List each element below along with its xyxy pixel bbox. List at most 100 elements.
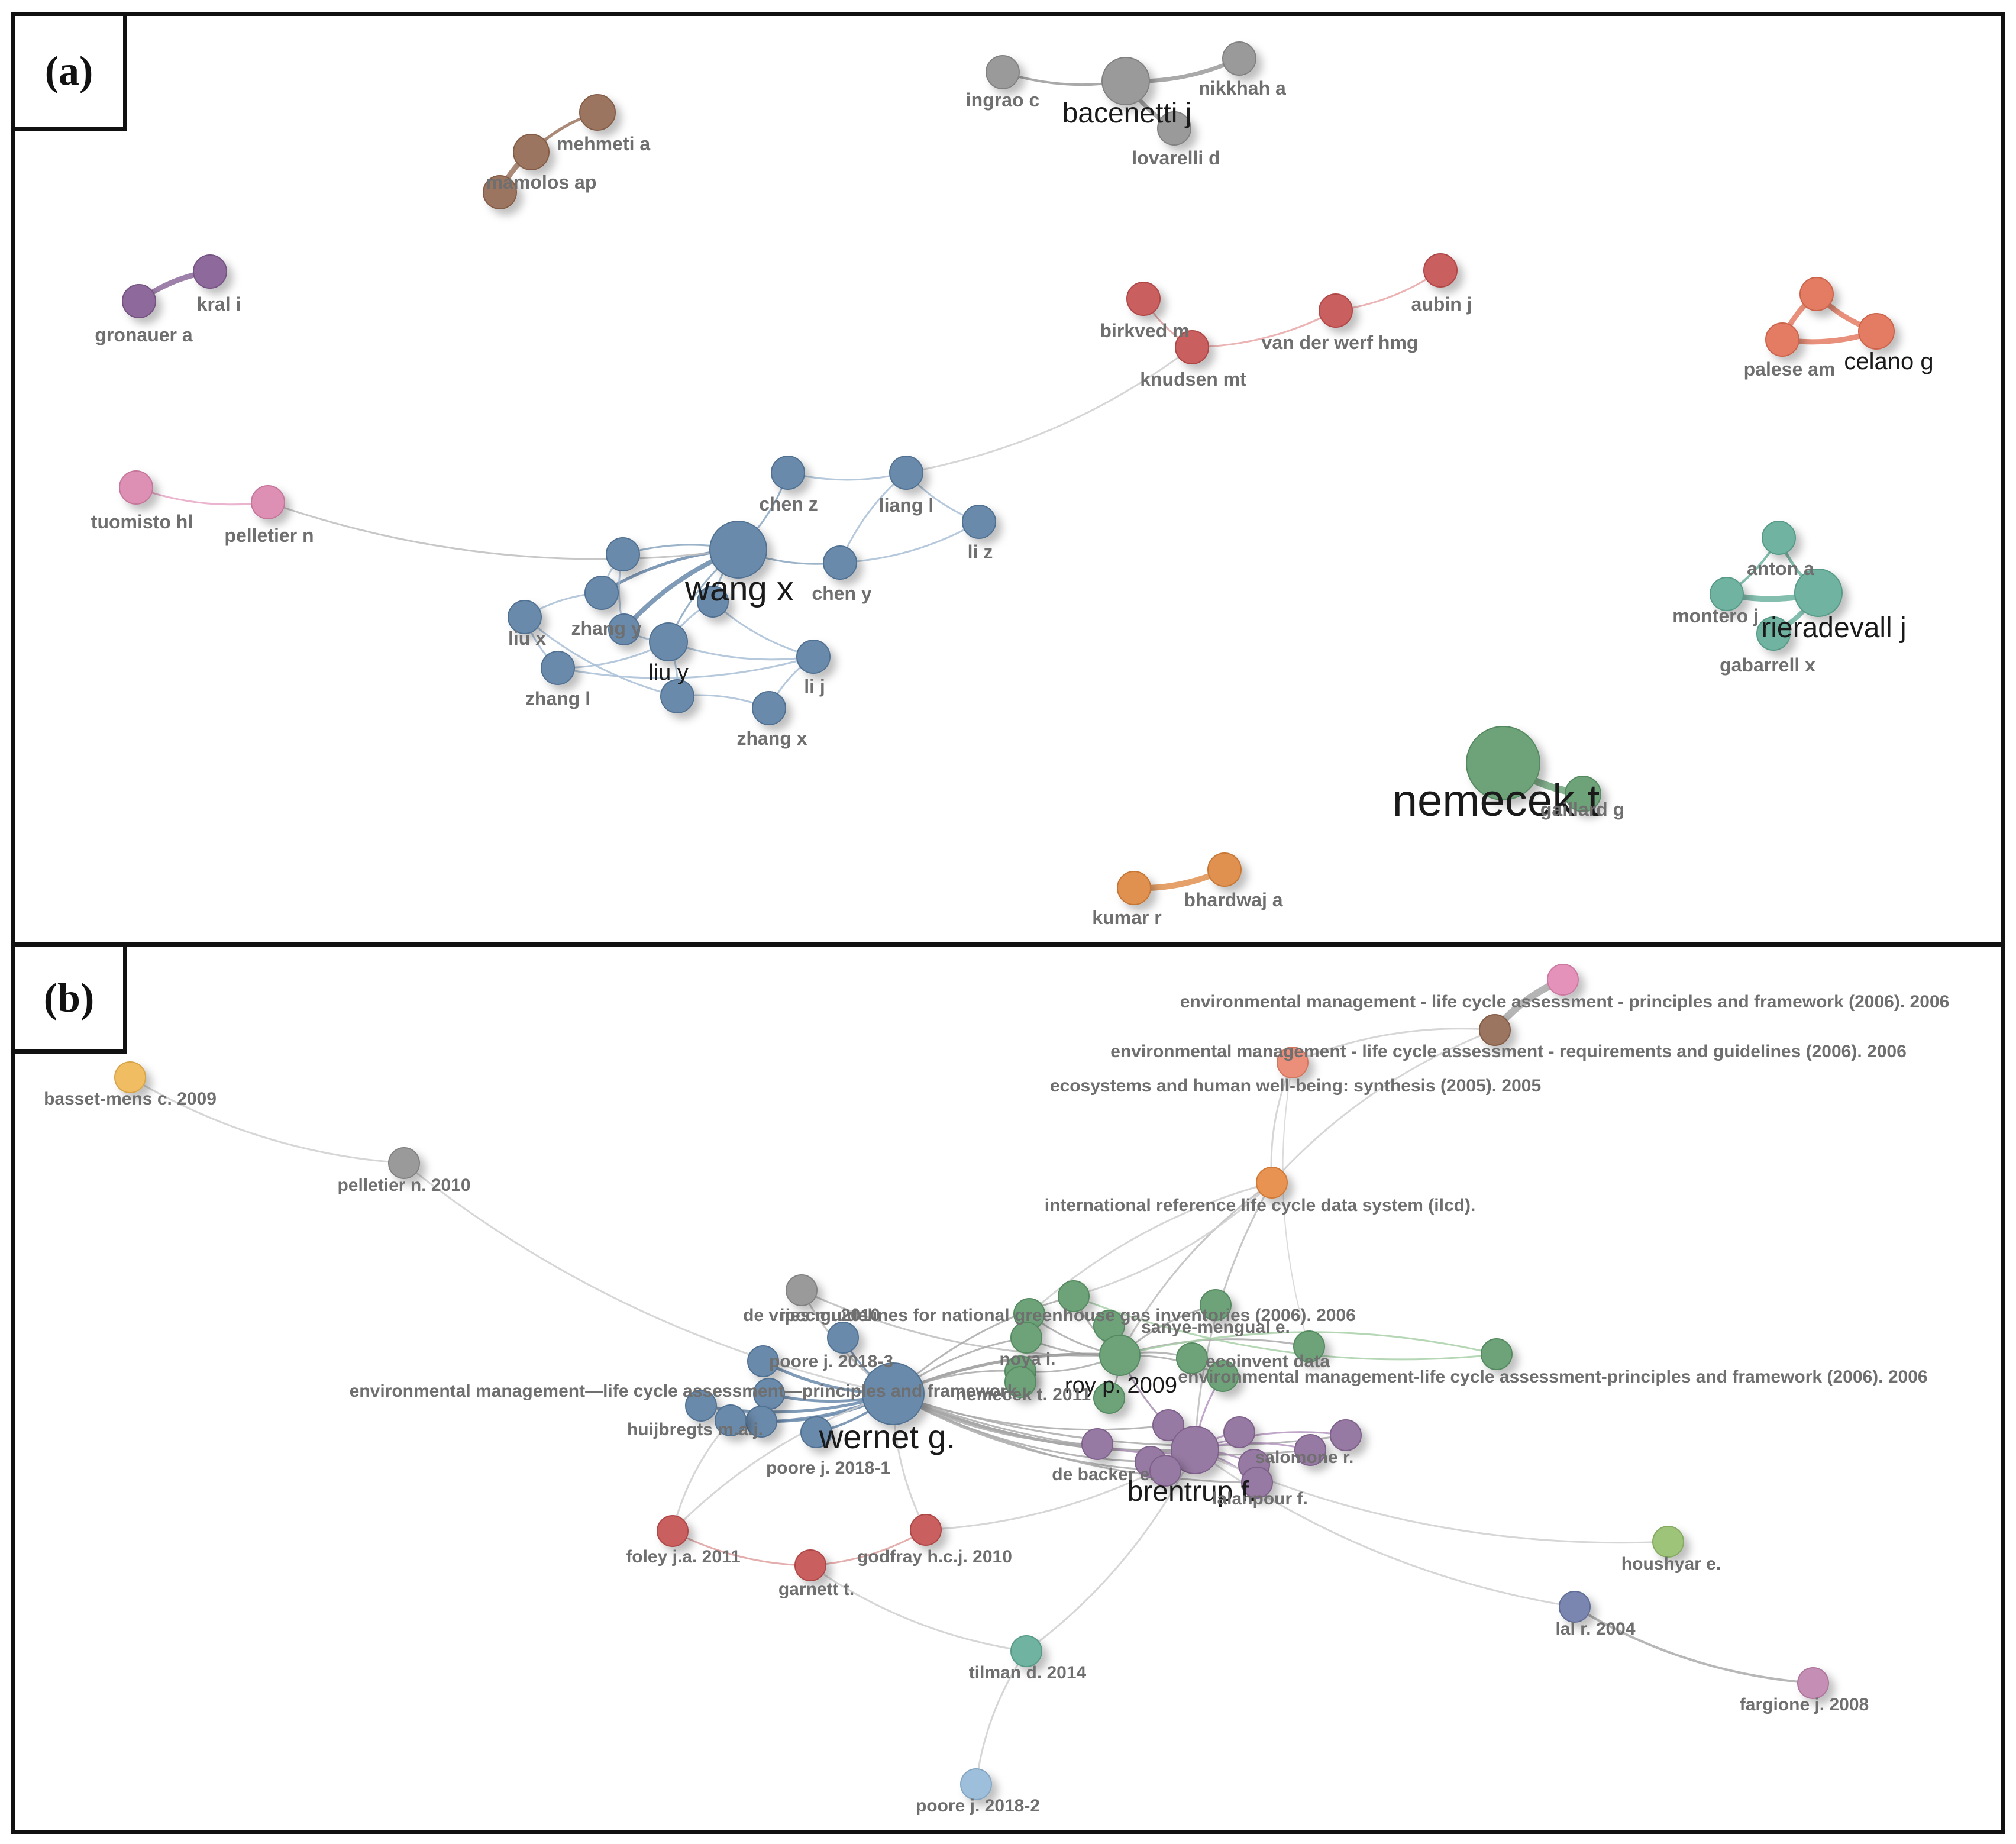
node-poore3[interactable]	[827, 1322, 859, 1354]
node-mamolos[interactable]	[513, 134, 550, 170]
node-tuomisto[interactable]	[119, 470, 153, 505]
node-b4[interactable]	[660, 679, 694, 713]
node-g3[interactable]	[1293, 1330, 1325, 1362]
node-poore2[interactable]	[960, 1768, 992, 1800]
node-cheny[interactable]	[823, 545, 857, 580]
label-gabarrell: gabarrell x	[1720, 654, 1815, 676]
node-mehmeti[interactable]	[579, 94, 616, 131]
node-foley[interactable]	[657, 1515, 689, 1547]
node-g4[interactable]	[1176, 1342, 1208, 1374]
panel-b: environmental management - life cycle as…	[11, 943, 2005, 1834]
label-bhardwaj: bhardwaj a	[1184, 889, 1282, 910]
node-ecoinvent[interactable]	[1481, 1338, 1513, 1370]
node-chenz[interactable]	[771, 456, 805, 490]
node-b3[interactable]	[697, 586, 729, 618]
node-iso14040[interactable]	[1547, 964, 1579, 996]
node-celano[interactable]	[1858, 313, 1895, 350]
node-garnett[interactable]	[794, 1549, 826, 1581]
node-liangl[interactable]	[889, 456, 923, 490]
node-zhangl[interactable]	[541, 651, 575, 685]
node-gaillard[interactable]	[1565, 776, 1601, 812]
node-pelletier2010[interactable]	[388, 1147, 420, 1179]
node-nemecek2[interactable]	[1004, 1366, 1036, 1398]
label-liux: liu x	[508, 628, 546, 649]
label-ingrao: ingrao c	[966, 89, 1039, 111]
node-anton[interactable]	[1762, 521, 1796, 555]
node-pelletier[interactable]	[251, 485, 285, 519]
node-devries[interactable]	[786, 1274, 818, 1306]
node-wangx[interactable]	[709, 521, 767, 579]
node-b2[interactable]	[584, 576, 619, 610]
node-nikkhah[interactable]	[1222, 41, 1256, 76]
node-bl3[interactable]	[715, 1404, 747, 1436]
label-houshyar: houshyar e.	[1621, 1554, 1721, 1574]
node-g7[interactable]	[1093, 1382, 1125, 1414]
node-bhardwaj[interactable]	[1207, 852, 1242, 887]
node-sanye[interactable]	[1200, 1289, 1232, 1321]
node-nemecek[interactable]	[1466, 726, 1540, 800]
label-lovarelli: lovarelli d	[1132, 147, 1220, 169]
label-garnett: garnett t.	[778, 1580, 854, 1599]
node-houshyar[interactable]	[1652, 1526, 1684, 1558]
node-celano-a[interactable]	[1799, 277, 1834, 311]
node-p1[interactable]	[1152, 1409, 1184, 1441]
label-gronauer: gronauer a	[95, 324, 193, 345]
node-vanderwerf[interactable]	[1319, 293, 1353, 328]
node-lal[interactable]	[1559, 1591, 1591, 1623]
node-b1[interactable]	[606, 537, 640, 571]
node-p6[interactable]	[1149, 1455, 1181, 1487]
node-zhangy[interactable]	[608, 613, 640, 645]
node-montero[interactable]	[1710, 577, 1744, 611]
node-zhangx[interactable]	[752, 691, 786, 725]
node-fargione[interactable]	[1797, 1667, 1829, 1699]
node-roy[interactable]	[1099, 1335, 1141, 1376]
node-kumar[interactable]	[1117, 871, 1151, 905]
node-aubin[interactable]	[1423, 253, 1458, 288]
edge-liangl-knudsen	[905, 346, 1193, 474]
node-lovarelli[interactable]	[1157, 111, 1191, 146]
node-gabarrell[interactable]	[1756, 616, 1791, 651]
node-palese[interactable]	[1765, 322, 1799, 357]
node-bl1[interactable]	[747, 1345, 779, 1377]
label-envmgmt2: environmental management-life cycle asse…	[1178, 1367, 1927, 1387]
node-liuy[interactable]	[649, 622, 688, 661]
node-bassetmens[interactable]	[114, 1061, 146, 1093]
node-godfray[interactable]	[910, 1514, 942, 1546]
node-bacenetti[interactable]	[1101, 57, 1150, 105]
node-noya[interactable]	[1010, 1322, 1042, 1354]
edge-lal-fargione	[1574, 1606, 1814, 1684]
label-rieradevall: rieradevall j	[1761, 612, 1906, 644]
edge-garnett-tilman	[809, 1564, 1028, 1652]
node-tilman[interactable]	[1010, 1635, 1042, 1667]
node-liux[interactable]	[508, 600, 542, 634]
node-kral[interactable]	[193, 254, 227, 289]
node-knudsen[interactable]	[1175, 330, 1209, 364]
node-lalanpour[interactable]	[1241, 1467, 1273, 1499]
node-ilcd[interactable]	[1256, 1167, 1288, 1199]
node-lij[interactable]	[796, 640, 831, 674]
node-wernet[interactable]	[862, 1362, 925, 1425]
node-birkved[interactable]	[1126, 282, 1161, 316]
node-ingrao[interactable]	[986, 55, 1020, 89]
node-poore1[interactable]	[800, 1416, 832, 1448]
label-knudsen: knudsen mt	[1140, 369, 1246, 390]
node-salomone[interactable]	[1294, 1434, 1326, 1466]
edge-liuy-lij	[667, 641, 815, 661]
node-p4[interactable]	[1223, 1416, 1255, 1448]
node-envmgmt1[interactable]	[685, 1390, 717, 1422]
node-p2[interactable]	[1330, 1419, 1362, 1451]
node-gronauer[interactable]	[122, 284, 156, 318]
node-liz[interactable]	[962, 505, 996, 539]
node-iso14044[interactable]	[1479, 1014, 1511, 1046]
panel-a: ingrao c bacenetti j nikkhah a lovarelli d m…	[11, 12, 2005, 947]
node-ipcc[interactable]	[1058, 1280, 1090, 1312]
node-rieradevall[interactable]	[1794, 569, 1843, 617]
node-mamolos2[interactable]	[483, 175, 517, 209]
node-g6[interactable]	[1207, 1360, 1239, 1392]
node-mea[interactable]	[1277, 1047, 1309, 1078]
node-brentrup[interactable]	[1171, 1426, 1219, 1474]
label-poore2: poore j. 2018-2	[916, 1796, 1040, 1816]
node-p3[interactable]	[1081, 1428, 1113, 1460]
co-citation-network: environmental management - life cycle as…	[44, 964, 1949, 1816]
label-kral: kral i	[197, 293, 241, 315]
